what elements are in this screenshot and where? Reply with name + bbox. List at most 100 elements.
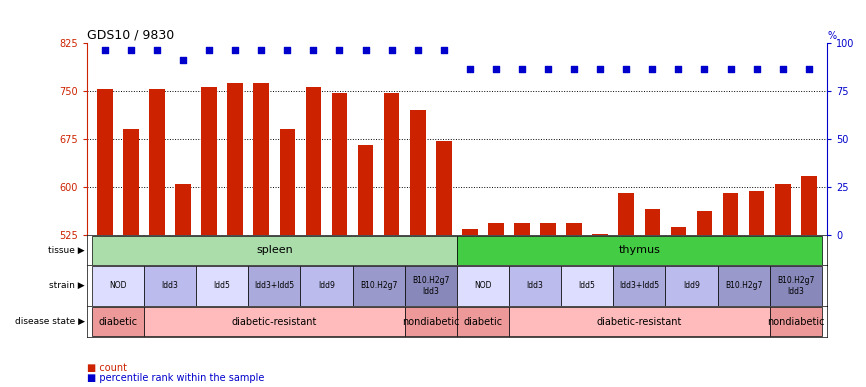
Bar	[457, 236, 822, 265]
Bar	[144, 307, 404, 336]
Point	[671, 66, 685, 72]
Text: thymus: thymus	[618, 245, 660, 255]
Bar	[457, 266, 509, 306]
Text: nondiabetic: nondiabetic	[402, 317, 460, 327]
Bar	[566, 223, 582, 235]
Text: B10.H2g7: B10.H2g7	[360, 281, 397, 290]
Bar	[723, 193, 739, 235]
Text: spleen: spleen	[256, 245, 293, 255]
Point	[410, 47, 424, 53]
Bar	[404, 307, 457, 336]
Bar	[332, 92, 347, 235]
Bar	[249, 266, 301, 306]
Text: NOD: NOD	[475, 281, 492, 290]
Text: B10.H2g7: B10.H2g7	[725, 281, 762, 290]
Bar	[384, 92, 399, 235]
Point	[593, 66, 607, 72]
Bar	[149, 89, 165, 235]
Bar	[228, 83, 243, 235]
Bar	[749, 191, 765, 235]
Text: tissue ▶: tissue ▶	[48, 246, 85, 255]
Bar	[144, 266, 196, 306]
Bar	[92, 266, 144, 306]
Bar	[540, 223, 556, 235]
Text: Idd3: Idd3	[527, 281, 544, 290]
Point	[255, 47, 268, 53]
Bar	[514, 223, 530, 235]
Text: diabetic: diabetic	[463, 317, 502, 327]
Point	[281, 47, 294, 53]
Bar	[801, 176, 817, 235]
Bar	[644, 209, 660, 235]
Bar	[280, 129, 295, 235]
Point	[567, 66, 581, 72]
Bar	[92, 236, 457, 265]
Point	[698, 66, 712, 72]
Bar	[488, 223, 504, 235]
Bar	[462, 229, 478, 235]
Bar	[718, 266, 770, 306]
Text: Idd5: Idd5	[578, 281, 596, 290]
Point	[463, 66, 477, 72]
Point	[176, 57, 190, 63]
Point	[645, 66, 659, 72]
Bar	[201, 87, 217, 235]
Bar	[410, 110, 425, 235]
Point	[802, 66, 816, 72]
Bar	[92, 307, 144, 336]
Bar	[613, 266, 665, 306]
Text: NOD: NOD	[109, 281, 126, 290]
Point	[124, 47, 138, 53]
Bar	[509, 266, 561, 306]
Point	[750, 66, 764, 72]
Point	[776, 66, 790, 72]
Bar	[457, 307, 509, 336]
Text: %: %	[827, 31, 837, 41]
Text: ■ percentile rank within the sample: ■ percentile rank within the sample	[87, 373, 264, 383]
Point	[98, 47, 112, 53]
Point	[619, 66, 633, 72]
Bar	[436, 141, 451, 235]
Text: Idd9: Idd9	[318, 281, 335, 290]
Bar	[509, 307, 770, 336]
Text: B10.H2g7
Idd3: B10.H2g7 Idd3	[777, 276, 814, 296]
Text: Idd5: Idd5	[214, 281, 230, 290]
Point	[436, 47, 450, 53]
Bar	[592, 234, 608, 235]
Text: B10.H2g7
Idd3: B10.H2g7 Idd3	[412, 276, 449, 296]
Point	[541, 66, 555, 72]
Bar	[352, 266, 404, 306]
Text: diabetic: diabetic	[99, 317, 138, 327]
Bar	[358, 145, 373, 235]
Bar	[770, 266, 822, 306]
Text: Idd9: Idd9	[683, 281, 700, 290]
Text: GDS10 / 9830: GDS10 / 9830	[87, 28, 174, 41]
Bar	[254, 83, 269, 235]
Bar	[301, 266, 352, 306]
Point	[489, 66, 503, 72]
Point	[229, 47, 242, 53]
Bar	[665, 266, 718, 306]
Bar	[670, 227, 686, 235]
Text: Idd3+Idd5: Idd3+Idd5	[255, 281, 294, 290]
Text: ■ count: ■ count	[87, 363, 126, 373]
Text: disease state ▶: disease state ▶	[15, 317, 85, 326]
Point	[385, 47, 398, 53]
Bar	[775, 184, 791, 235]
Point	[202, 47, 216, 53]
Bar	[404, 266, 457, 306]
Point	[150, 47, 164, 53]
Point	[307, 47, 320, 53]
Bar	[123, 129, 139, 235]
Bar	[770, 307, 822, 336]
Bar	[306, 87, 321, 235]
Point	[359, 47, 372, 53]
Text: strain ▶: strain ▶	[49, 281, 85, 290]
Point	[515, 66, 529, 72]
Text: nondiabetic: nondiabetic	[767, 317, 824, 327]
Text: diabetic-resistant: diabetic-resistant	[597, 317, 682, 327]
Bar	[175, 184, 191, 235]
Bar	[696, 211, 713, 235]
Point	[724, 66, 738, 72]
Bar	[618, 193, 634, 235]
